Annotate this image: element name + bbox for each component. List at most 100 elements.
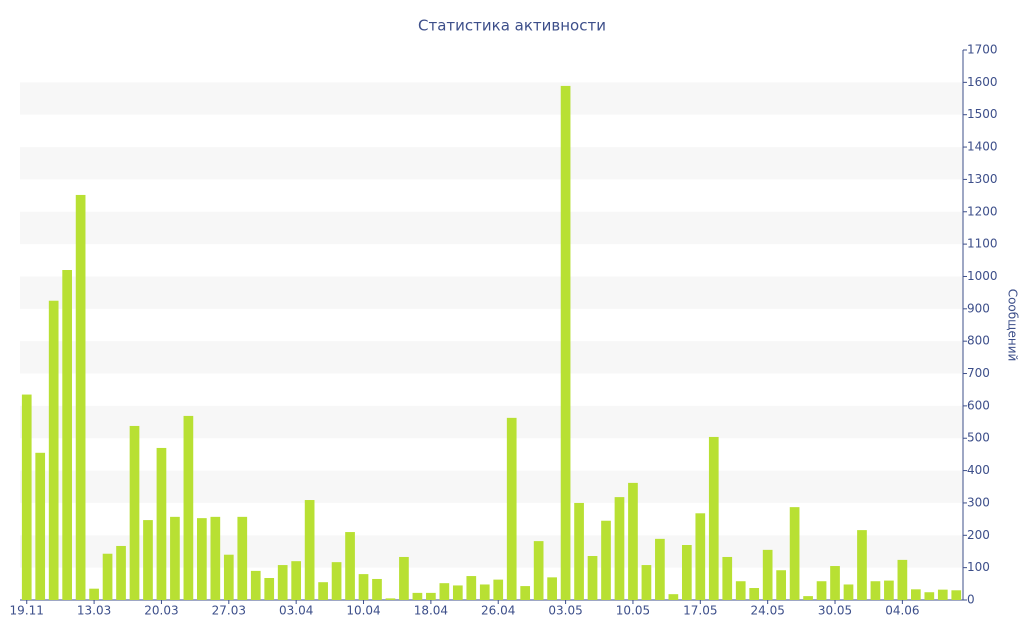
y-tick-label: 1700: [967, 43, 998, 57]
bar: [264, 578, 275, 600]
bar: [655, 538, 665, 600]
bar: [641, 565, 652, 600]
y-tick-label: 600: [967, 398, 990, 412]
x-tick-label: 24.05: [750, 604, 784, 618]
bar: [62, 270, 72, 600]
x-tick-label: 03.05: [548, 604, 582, 618]
bar: [560, 85, 571, 601]
bar: [102, 553, 113, 600]
grid-band: [20, 341, 963, 374]
bar: [35, 452, 46, 600]
y-tick-label: 1600: [967, 75, 998, 89]
bar: [439, 583, 450, 600]
x-tick-label: 13.03: [77, 604, 111, 618]
bar: [587, 556, 598, 600]
bar: [951, 590, 962, 600]
y-tick-label: 500: [967, 431, 990, 445]
bar: [156, 447, 167, 600]
bar: [668, 594, 679, 600]
x-tick-label: 17.05: [683, 604, 717, 618]
bar: [884, 580, 894, 600]
x-tick-label: 18.04: [414, 604, 448, 618]
x-tick-label: 04.06: [885, 604, 919, 618]
y-axis-title: Сообщений: [1006, 289, 1020, 362]
bar: [250, 570, 261, 600]
bar: [520, 586, 531, 600]
chart-title: Статистика активности: [418, 17, 606, 35]
y-tick-label: 200: [967, 528, 990, 542]
bar: [695, 513, 706, 600]
bar: [48, 300, 59, 600]
bar: [291, 561, 302, 600]
bar: [574, 502, 584, 600]
bar: [385, 598, 396, 600]
bar: [237, 516, 248, 600]
bar: [345, 532, 355, 600]
bar: [533, 541, 544, 600]
bar: [816, 581, 827, 600]
bar: [318, 582, 328, 600]
bar: [452, 585, 463, 600]
bar: [21, 394, 32, 600]
x-tick-label: 26.04: [481, 604, 515, 618]
bar: [493, 579, 504, 600]
grid-band: [20, 470, 963, 503]
bar: [170, 516, 180, 600]
y-tick-label: 700: [967, 366, 990, 380]
x-tick-label: 30.05: [818, 604, 852, 618]
x-tick-label: 10.05: [616, 604, 650, 618]
grid-band: [20, 147, 963, 180]
bar: [870, 581, 881, 600]
bar: [628, 482, 638, 600]
bar: [803, 596, 813, 600]
bar: [857, 530, 867, 600]
bar: [466, 576, 477, 600]
bar: [506, 417, 517, 600]
bar: [681, 545, 692, 600]
bar: [911, 589, 921, 600]
y-tick-label: 0: [967, 593, 975, 607]
bar: [426, 592, 436, 600]
x-tick-label: 27.03: [212, 604, 246, 618]
bar: [304, 500, 315, 600]
bar: [614, 497, 625, 600]
y-tick-label: 300: [967, 495, 990, 509]
bar: [116, 545, 126, 600]
x-tick-label: 20.03: [144, 604, 178, 618]
bar: [372, 578, 382, 600]
y-tick-label: 800: [967, 334, 990, 348]
x-tick-label: 03.04: [279, 604, 313, 618]
y-tick-label: 1200: [967, 204, 998, 218]
bar: [937, 589, 948, 600]
y-tick-label: 1100: [967, 237, 998, 251]
y-tick-label: 1300: [967, 172, 998, 186]
bar: [399, 556, 409, 600]
grid-band: [20, 82, 963, 115]
bar: [479, 584, 490, 600]
y-tick-label: 1500: [967, 107, 998, 121]
bar: [143, 520, 153, 600]
grid-band: [20, 276, 963, 309]
bar: [601, 520, 611, 600]
x-tick-label: 19.11: [10, 604, 44, 618]
bar: [412, 592, 423, 600]
bar: [210, 516, 221, 600]
y-tick-label: 400: [967, 463, 990, 477]
bar: [129, 425, 140, 600]
bar: [331, 562, 342, 600]
bar: [830, 566, 840, 600]
bar: [762, 549, 773, 600]
bar: [197, 518, 207, 600]
bar: [358, 574, 369, 600]
bar: [277, 565, 288, 600]
bar: [547, 577, 557, 600]
bar: [75, 194, 86, 601]
bar: [183, 415, 194, 600]
bar: [789, 507, 800, 600]
grid-band: [20, 211, 963, 245]
y-tick-label: 100: [967, 560, 990, 574]
bar: [735, 581, 746, 600]
x-tick-label: 10.04: [346, 604, 380, 618]
bar: [89, 588, 99, 600]
